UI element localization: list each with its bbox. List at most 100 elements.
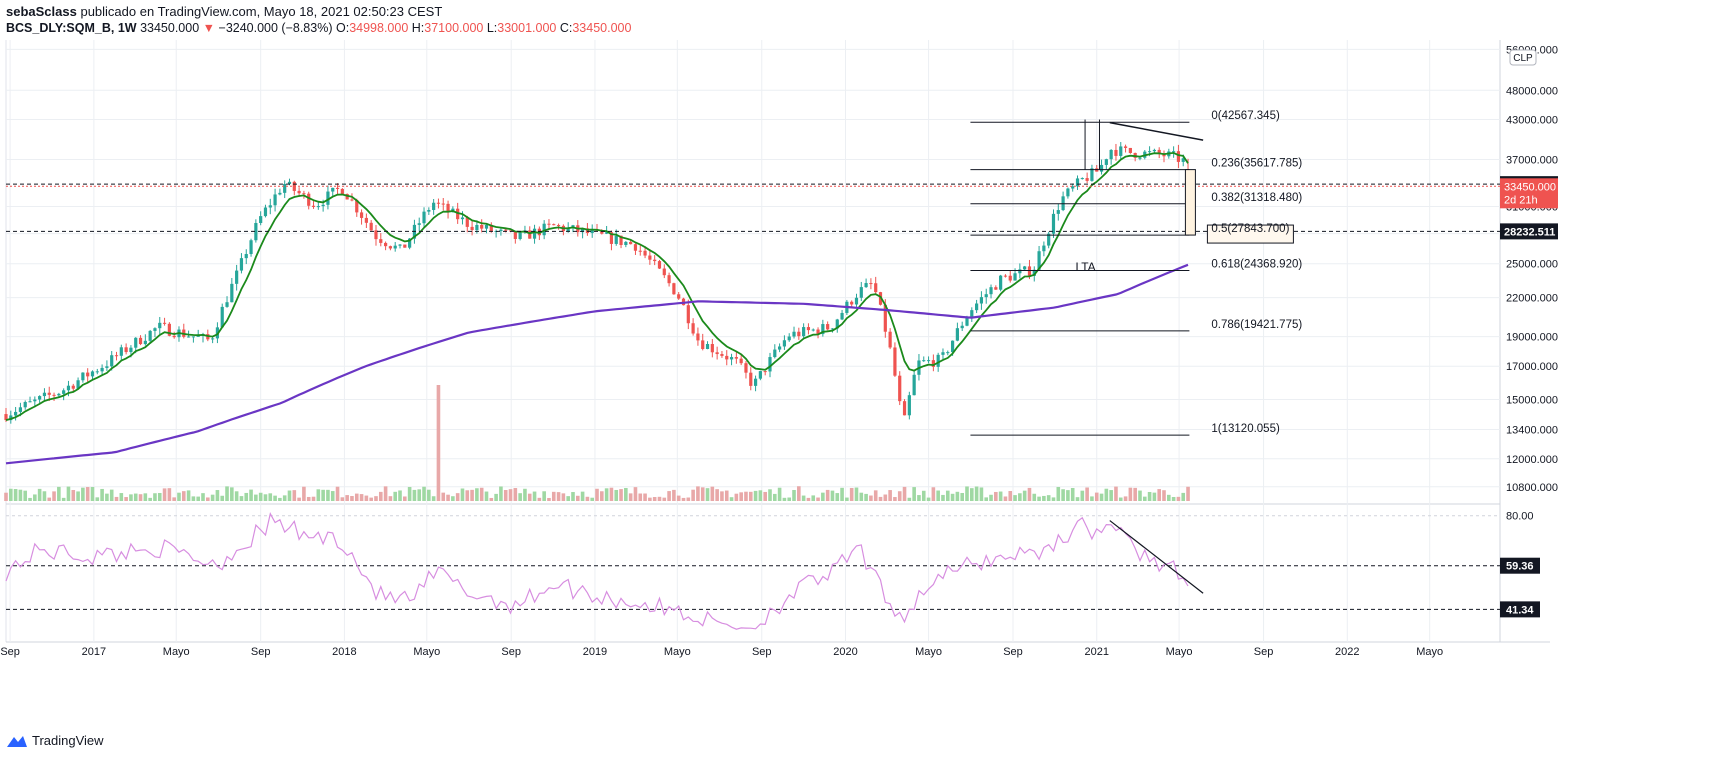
volume-bar xyxy=(551,491,556,501)
volume-bar xyxy=(801,495,806,501)
volume-bar xyxy=(729,497,734,501)
candle-body xyxy=(446,203,450,213)
candle-body xyxy=(778,346,782,350)
candle-body xyxy=(826,324,830,330)
volume-bar xyxy=(162,488,167,501)
y-tick-label: 25000.000 xyxy=(1506,259,1558,271)
last-price-value: 33450.000 xyxy=(140,21,200,35)
volume-bar xyxy=(989,494,993,501)
candle-body xyxy=(148,330,152,341)
candle-body xyxy=(331,187,335,192)
volume-bar xyxy=(33,494,37,501)
last-price-label: 33450.000 xyxy=(1504,181,1556,193)
price-change: −3240.000 (−8.83%) xyxy=(218,21,333,35)
candle-body xyxy=(1128,147,1132,153)
volume-bar xyxy=(1018,493,1022,501)
volume-bar xyxy=(52,491,56,501)
volume-bar xyxy=(28,497,32,501)
y-tick-label: 48000.000 xyxy=(1506,85,1558,97)
candle-body xyxy=(52,394,56,396)
volume-bar xyxy=(196,496,201,501)
low-value: 33001.000 xyxy=(497,21,557,35)
candle-body xyxy=(71,385,75,389)
candle-body xyxy=(763,371,767,373)
candle-body xyxy=(249,240,253,255)
candle-body xyxy=(936,354,940,367)
candle-body xyxy=(874,283,878,293)
candle-body xyxy=(1172,151,1176,153)
candle-body xyxy=(273,194,277,206)
candle-body xyxy=(677,294,681,299)
last-price-badge xyxy=(1500,178,1558,209)
candle-body xyxy=(758,371,762,379)
open-label: O: xyxy=(335,21,350,35)
fib-level-label: 0.618(24368.920) xyxy=(1211,258,1302,270)
volume-bar xyxy=(527,493,532,501)
candle-body xyxy=(725,355,729,360)
candle-body xyxy=(1008,275,1012,281)
candle-body xyxy=(629,241,633,245)
volume-bar xyxy=(604,488,609,501)
candle-body xyxy=(18,407,23,412)
volume-bar xyxy=(1162,490,1166,501)
candle-body xyxy=(1018,269,1022,274)
candle-body xyxy=(287,181,292,185)
volume-bar xyxy=(590,497,595,501)
volume-bar xyxy=(869,495,873,501)
tradingview-brand[interactable]: TradingView xyxy=(6,733,104,748)
candle-body xyxy=(816,329,820,335)
volume-bar xyxy=(628,493,633,501)
high-value: 37100.000 xyxy=(424,21,484,35)
volume-bar xyxy=(494,493,498,501)
volume-bar xyxy=(518,493,522,501)
volume-bar xyxy=(691,489,695,501)
volume-bar xyxy=(71,489,76,501)
volume-bar xyxy=(849,487,854,501)
volume-bar xyxy=(1046,495,1051,501)
candle-body xyxy=(42,392,47,397)
candle-body xyxy=(263,207,268,217)
candle-body xyxy=(691,323,695,334)
candle-body xyxy=(850,301,854,305)
candle-body xyxy=(408,238,412,248)
candle-body xyxy=(999,275,1003,290)
candle-body xyxy=(840,312,844,320)
volume-bar xyxy=(143,493,148,501)
currency-badge xyxy=(1509,49,1537,66)
candle-body xyxy=(393,245,397,249)
candle-body xyxy=(657,261,662,269)
volume-bar xyxy=(883,494,888,501)
candle-body xyxy=(1037,251,1041,270)
volume-bar xyxy=(297,497,301,501)
volume-bar xyxy=(950,493,955,501)
candle-body xyxy=(297,190,301,194)
volume-bar xyxy=(1022,490,1027,501)
volume-bar xyxy=(600,491,604,501)
x-tick-label: Mayo xyxy=(1416,646,1443,658)
candle-body xyxy=(960,325,964,329)
volume-bar xyxy=(133,493,138,501)
candle-body xyxy=(259,216,263,223)
volume-bar xyxy=(1042,495,1046,501)
volume-bar xyxy=(1128,487,1133,501)
candle-body xyxy=(994,287,998,290)
volume-bar xyxy=(403,496,407,501)
volume-bar xyxy=(744,491,748,501)
volume-bar xyxy=(90,486,95,501)
candle-body xyxy=(66,385,71,391)
candle-body xyxy=(556,225,561,227)
volume-bar xyxy=(441,492,446,501)
volume-bar xyxy=(1094,492,1099,501)
volume-bar xyxy=(489,497,494,501)
candle-body xyxy=(119,347,123,356)
volume-bar xyxy=(57,486,61,501)
candle-body xyxy=(167,323,171,336)
volume-bar xyxy=(1090,496,1094,501)
volume-bar xyxy=(571,492,575,501)
candle-body xyxy=(23,402,27,408)
candle-body xyxy=(138,337,143,345)
volume-bar xyxy=(1142,496,1147,501)
volume-bar xyxy=(230,487,234,501)
volume-bar xyxy=(157,492,162,501)
